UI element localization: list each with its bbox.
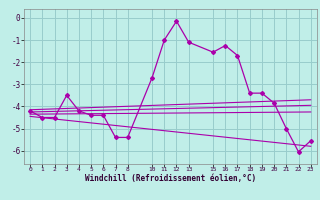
X-axis label: Windchill (Refroidissement éolien,°C): Windchill (Refroidissement éolien,°C) bbox=[85, 174, 256, 183]
